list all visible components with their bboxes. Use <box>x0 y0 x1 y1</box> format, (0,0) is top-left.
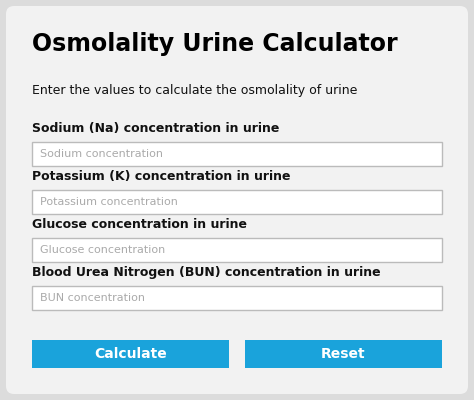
Text: Potassium (K) concentration in urine: Potassium (K) concentration in urine <box>32 170 291 183</box>
Bar <box>32 190 442 214</box>
Bar <box>32 142 442 166</box>
Text: Sodium concentration: Sodium concentration <box>40 149 163 159</box>
Text: Potassium concentration: Potassium concentration <box>40 197 178 207</box>
Bar <box>245 340 442 368</box>
Text: Glucose concentration: Glucose concentration <box>40 245 165 255</box>
Text: Glucose concentration in urine: Glucose concentration in urine <box>32 218 247 231</box>
Text: Calculate: Calculate <box>94 347 167 361</box>
Text: Reset: Reset <box>321 347 366 361</box>
FancyBboxPatch shape <box>6 6 468 394</box>
Text: Blood Urea Nitrogen (BUN) concentration in urine: Blood Urea Nitrogen (BUN) concentration … <box>32 266 381 279</box>
Bar <box>32 340 229 368</box>
Text: BUN concentration: BUN concentration <box>40 293 145 303</box>
Bar <box>32 286 442 310</box>
Text: Osmolality Urine Calculator: Osmolality Urine Calculator <box>32 32 398 56</box>
Bar <box>32 238 442 262</box>
Text: Enter the values to calculate the osmolality of urine: Enter the values to calculate the osmola… <box>32 84 357 97</box>
Text: Sodium (Na) concentration in urine: Sodium (Na) concentration in urine <box>32 122 279 135</box>
